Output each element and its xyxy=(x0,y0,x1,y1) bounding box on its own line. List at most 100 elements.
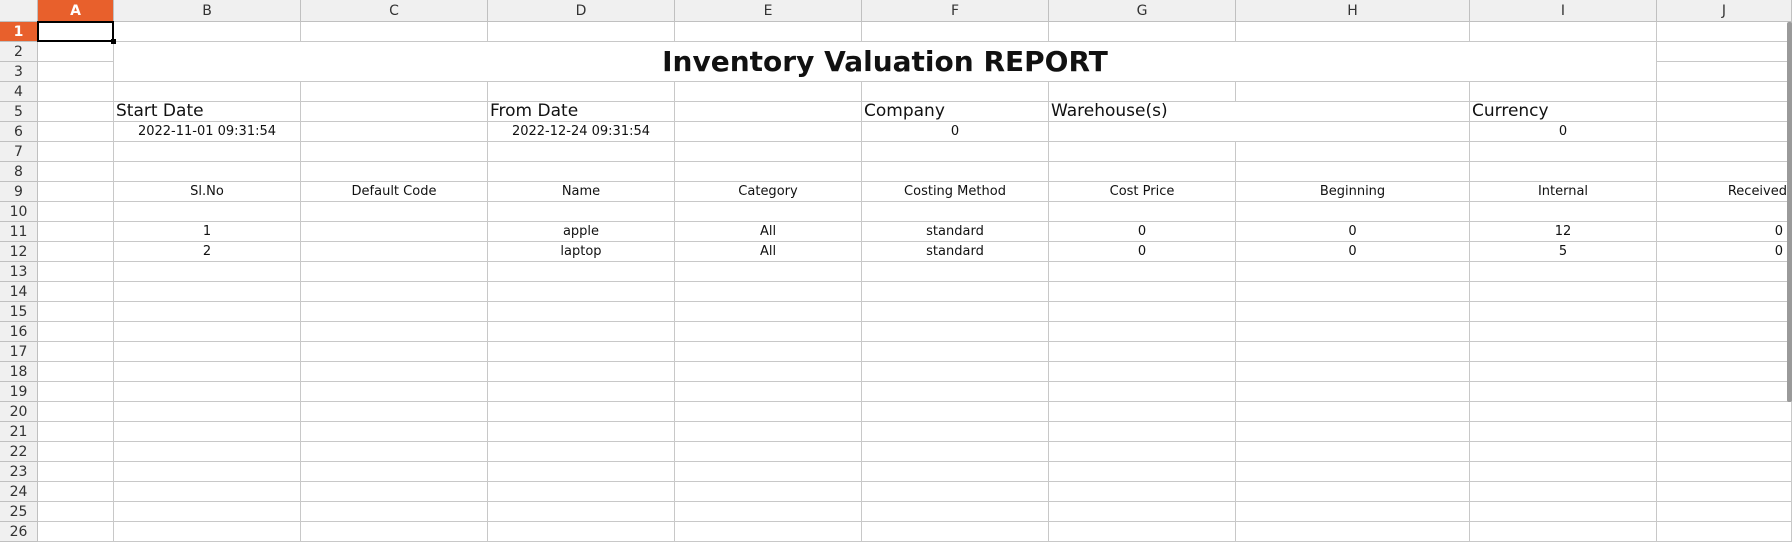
cell-a9[interactable] xyxy=(38,182,114,202)
cell-d19[interactable] xyxy=(488,382,675,402)
cell-a11[interactable] xyxy=(38,222,114,242)
table-header-default-code[interactable]: Default Code xyxy=(301,182,488,202)
cell-e8[interactable] xyxy=(675,162,862,182)
cell-e6[interactable] xyxy=(675,122,862,142)
cell-g1[interactable] xyxy=(1049,22,1236,42)
cell-j17[interactable] xyxy=(1657,342,1792,362)
cell-d17[interactable] xyxy=(488,342,675,362)
cell-i22[interactable] xyxy=(1470,442,1657,462)
cell-a1[interactable] xyxy=(38,22,114,42)
cell-c10[interactable] xyxy=(301,202,488,222)
cell-j18[interactable] xyxy=(1657,362,1792,382)
table-header-received[interactable]: Received xyxy=(1657,182,1792,202)
cell-i25[interactable] xyxy=(1470,502,1657,522)
cell-d7[interactable] xyxy=(488,142,675,162)
cell-a18[interactable] xyxy=(38,362,114,382)
cell-j14[interactable] xyxy=(1657,282,1792,302)
cell-i16[interactable] xyxy=(1470,322,1657,342)
cell-e19[interactable] xyxy=(675,382,862,402)
cell-i10[interactable] xyxy=(1470,202,1657,222)
cell-f21[interactable] xyxy=(862,422,1049,442)
cell-a10[interactable] xyxy=(38,202,114,222)
row-header-14[interactable]: 14 xyxy=(0,282,38,302)
row-header-25[interactable]: 25 xyxy=(0,502,38,522)
column-header-b[interactable]: B xyxy=(114,0,301,22)
cell-f17[interactable] xyxy=(862,342,1049,362)
cell-d8[interactable] xyxy=(488,162,675,182)
table-cell[interactable] xyxy=(301,242,488,262)
vertical-scrollbar[interactable] xyxy=(1787,22,1792,402)
cell-d24[interactable] xyxy=(488,482,675,502)
cell-f22[interactable] xyxy=(862,442,1049,462)
cell-g20[interactable] xyxy=(1049,402,1236,422)
cell-j20[interactable] xyxy=(1657,402,1792,422)
warehouse-value[interactable] xyxy=(1049,122,1470,142)
cell-h7[interactable] xyxy=(1236,142,1470,162)
cell-j13[interactable] xyxy=(1657,262,1792,282)
cell-f8[interactable] xyxy=(862,162,1049,182)
cell-f13[interactable] xyxy=(862,262,1049,282)
row-header-2[interactable]: 2 xyxy=(0,42,38,62)
cell-d16[interactable] xyxy=(488,322,675,342)
cell-h22[interactable] xyxy=(1236,442,1470,462)
cell-a5[interactable] xyxy=(38,102,114,122)
row-header-9[interactable]: 9 xyxy=(0,182,38,202)
cell-c20[interactable] xyxy=(301,402,488,422)
cell-c14[interactable] xyxy=(301,282,488,302)
cell-e15[interactable] xyxy=(675,302,862,322)
cell-c25[interactable] xyxy=(301,502,488,522)
column-header-f[interactable]: F xyxy=(862,0,1049,22)
row-header-3[interactable]: 3 xyxy=(0,62,38,82)
table-header-cost-price[interactable]: Cost Price xyxy=(1049,182,1236,202)
row-header-22[interactable]: 22 xyxy=(0,442,38,462)
table-cell[interactable]: 0 xyxy=(1236,222,1470,242)
cell-e18[interactable] xyxy=(675,362,862,382)
cell-e14[interactable] xyxy=(675,282,862,302)
column-header-c[interactable]: C xyxy=(301,0,488,22)
cell-c21[interactable] xyxy=(301,422,488,442)
cell-h17[interactable] xyxy=(1236,342,1470,362)
cell-b13[interactable] xyxy=(114,262,301,282)
row-header-13[interactable]: 13 xyxy=(0,262,38,282)
cell-d25[interactable] xyxy=(488,502,675,522)
company-label[interactable]: Company xyxy=(862,102,1049,122)
cell-b20[interactable] xyxy=(114,402,301,422)
cell-a16[interactable] xyxy=(38,322,114,342)
row-header-20[interactable]: 20 xyxy=(0,402,38,422)
cell-g16[interactable] xyxy=(1049,322,1236,342)
cell-i26[interactable] xyxy=(1470,522,1657,542)
cell-g14[interactable] xyxy=(1049,282,1236,302)
table-header-costing-method[interactable]: Costing Method xyxy=(862,182,1049,202)
cell-b8[interactable] xyxy=(114,162,301,182)
cell-b24[interactable] xyxy=(114,482,301,502)
cell-e7[interactable] xyxy=(675,142,862,162)
cell-i4[interactable] xyxy=(1470,82,1657,102)
cell-fill-handle[interactable] xyxy=(111,39,116,44)
cell-f4[interactable] xyxy=(862,82,1049,102)
cell-g7[interactable] xyxy=(1049,142,1236,162)
cell-i7[interactable] xyxy=(1470,142,1657,162)
column-header-e[interactable]: E xyxy=(675,0,862,22)
row-header-23[interactable]: 23 xyxy=(0,462,38,482)
row-header-10[interactable]: 10 xyxy=(0,202,38,222)
cell-c15[interactable] xyxy=(301,302,488,322)
cell-j25[interactable] xyxy=(1657,502,1792,522)
table-cell[interactable]: 1 xyxy=(114,222,301,242)
cell-b16[interactable] xyxy=(114,322,301,342)
currency-value[interactable]: 0 xyxy=(1470,122,1657,142)
cell-f10[interactable] xyxy=(862,202,1049,222)
cell-b10[interactable] xyxy=(114,202,301,222)
cell-d14[interactable] xyxy=(488,282,675,302)
cell-h13[interactable] xyxy=(1236,262,1470,282)
cell-e26[interactable] xyxy=(675,522,862,542)
cell-h21[interactable] xyxy=(1236,422,1470,442)
table-header-category[interactable]: Category xyxy=(675,182,862,202)
cell-d26[interactable] xyxy=(488,522,675,542)
row-header-21[interactable]: 21 xyxy=(0,422,38,442)
table-cell[interactable]: 0 xyxy=(1657,222,1792,242)
cell-d22[interactable] xyxy=(488,442,675,462)
cell-g10[interactable] xyxy=(1049,202,1236,222)
cell-j2[interactable] xyxy=(1657,42,1792,62)
cell-g22[interactable] xyxy=(1049,442,1236,462)
cell-i8[interactable] xyxy=(1470,162,1657,182)
